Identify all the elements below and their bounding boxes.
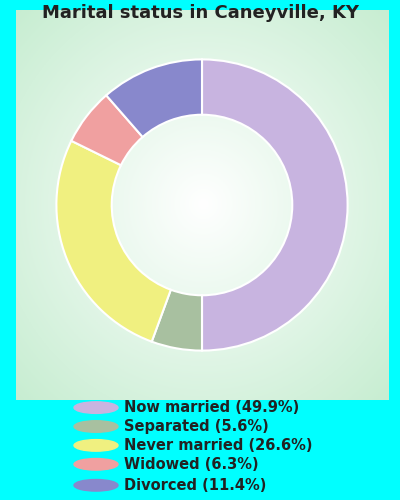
Circle shape — [74, 480, 118, 491]
Circle shape — [74, 402, 118, 413]
Text: Divorced (11.4%): Divorced (11.4%) — [124, 478, 266, 493]
Wedge shape — [56, 141, 171, 342]
Circle shape — [74, 440, 118, 451]
Wedge shape — [202, 60, 348, 350]
Wedge shape — [106, 60, 202, 137]
Circle shape — [74, 420, 118, 432]
Text: Widowed (6.3%): Widowed (6.3%) — [124, 457, 259, 472]
Text: Marital status in Caneyville, KY: Marital status in Caneyville, KY — [42, 4, 358, 22]
Text: Separated (5.6%): Separated (5.6%) — [124, 419, 269, 434]
Wedge shape — [71, 96, 143, 165]
Wedge shape — [152, 290, 202, 350]
Text: Now married (49.9%): Now married (49.9%) — [124, 400, 299, 415]
Circle shape — [74, 458, 118, 470]
Text: Never married (26.6%): Never married (26.6%) — [124, 438, 312, 453]
